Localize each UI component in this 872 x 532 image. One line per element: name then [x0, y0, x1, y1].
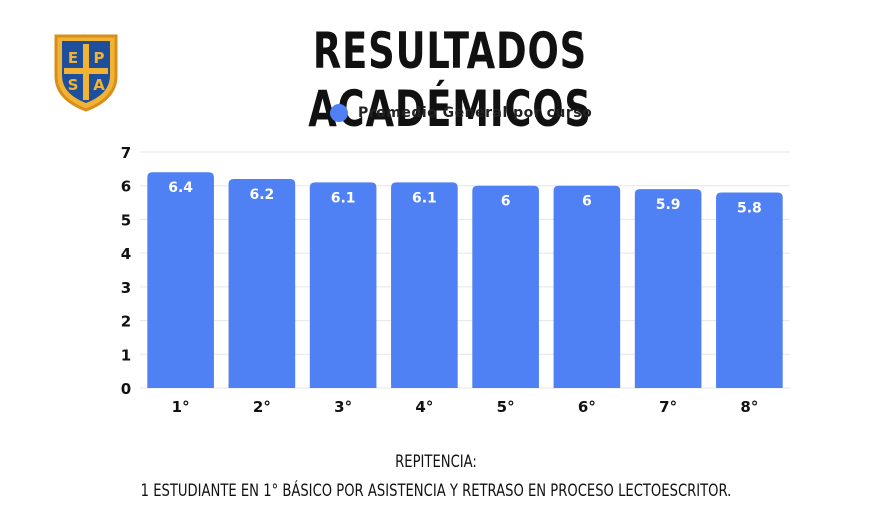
- logo-letter-p: P: [94, 49, 105, 67]
- bar-data-label: 6: [582, 194, 592, 210]
- bar-data-label: 5.9: [656, 197, 681, 213]
- bar-chart: 0 1 2 3 4 5 6 7 6.4 1° 6.2 2° 6.1 3° 6.1 4° 6 5° 6 6° 5.9 7° 5…: [121, 144, 790, 416]
- bar: [147, 172, 214, 388]
- y-tick-label: 0: [121, 380, 131, 398]
- x-tick-label: 4°: [415, 398, 433, 416]
- y-tick-label: 3: [121, 279, 131, 297]
- bar: [472, 185, 539, 388]
- bar-data-label: 5.8: [737, 200, 762, 216]
- logo-letter-e: E: [68, 49, 78, 67]
- x-tick-label: 5°: [497, 398, 515, 416]
- logo-letter-s: S: [68, 76, 79, 94]
- legend-swatch: [330, 104, 348, 122]
- page-title: RESULTADOS ACADÉMICOS: [308, 22, 592, 138]
- bar-data-label: 6: [501, 194, 511, 210]
- bar: [716, 192, 783, 388]
- bar: [634, 189, 702, 388]
- logo-letter-a: A: [93, 76, 105, 94]
- y-tick-label: 1: [121, 346, 131, 364]
- bar: [391, 182, 458, 388]
- chart-legend: Promedio General por curso: [330, 104, 592, 122]
- x-tick-label: 6°: [578, 398, 596, 416]
- y-tick-label: 5: [121, 211, 131, 229]
- y-tick-label: 7: [121, 144, 131, 162]
- repitencia-heading: REPITENCIA:: [395, 452, 477, 472]
- x-tick-label: 1°: [172, 398, 190, 416]
- x-tick-label: 7°: [659, 398, 677, 416]
- bar: [309, 182, 377, 388]
- x-tick-label: 2°: [253, 398, 271, 416]
- y-tick-label: 6: [121, 178, 131, 196]
- y-tick-label: 4: [121, 245, 131, 263]
- bar: [228, 178, 296, 388]
- bar-data-label: 6.1: [331, 190, 356, 206]
- y-tick-label: 2: [121, 313, 131, 331]
- bar: [553, 185, 621, 388]
- repitencia-detail: 1 ESTUDIANTE EN 1° BÁSICO POR ASISTENCIA…: [140, 481, 732, 501]
- bar-data-label: 6.1: [412, 190, 437, 206]
- legend-label: Promedio General por curso: [358, 105, 593, 121]
- bar-data-label: 6.2: [249, 187, 274, 203]
- x-tick-label: 3°: [334, 398, 352, 416]
- x-tick-label: 8°: [740, 398, 758, 416]
- school-logo: E P S A: [54, 34, 118, 112]
- bar-data-label: 6.4: [168, 180, 193, 196]
